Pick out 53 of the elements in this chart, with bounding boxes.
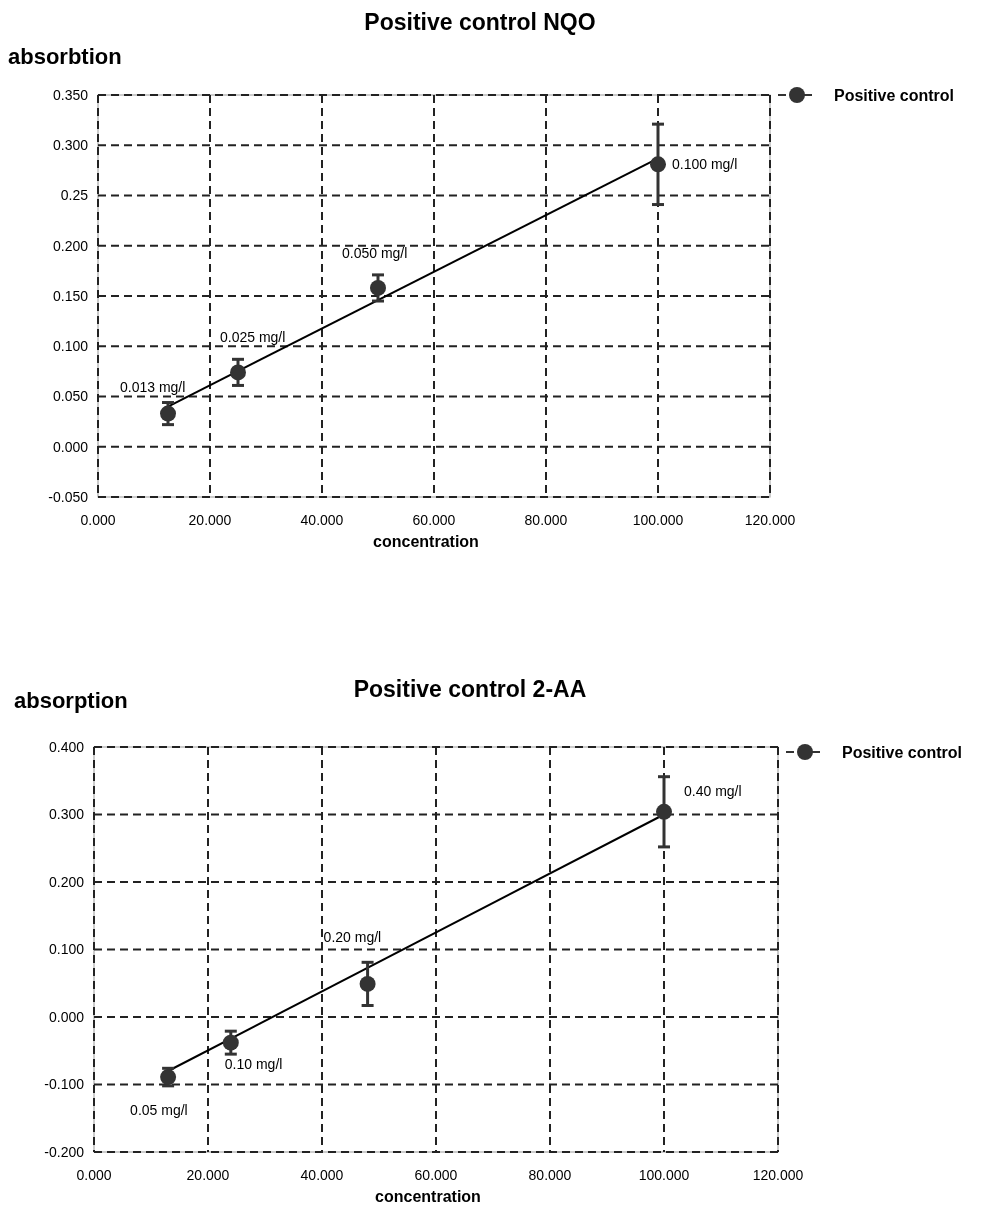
y-tick-label: 0.200 bbox=[52, 237, 89, 254]
legend-label: Positive control bbox=[842, 743, 963, 761]
annotation: 0.20 mg/l bbox=[323, 928, 382, 945]
x-tick-label: 100.000 bbox=[638, 1167, 690, 1183]
y-axis-title: absorbtion bbox=[8, 44, 122, 69]
chart-title: Positive control 2-AA bbox=[353, 676, 587, 702]
x-tick-label: 60.000 bbox=[412, 512, 456, 528]
y-tick-label: 0.100 bbox=[52, 338, 89, 355]
annotation: 0.40 mg/l bbox=[684, 782, 742, 799]
y-tick-label: 0.000 bbox=[48, 1008, 85, 1025]
annotation: 0.050 mg/l bbox=[342, 244, 408, 261]
point bbox=[160, 405, 176, 422]
x-axis-title: concentration bbox=[375, 1188, 481, 1205]
y-tick-label: -0.200 bbox=[44, 1143, 85, 1160]
y-tick-label: 0.300 bbox=[52, 137, 89, 154]
x-tick-label: 80.000 bbox=[524, 512, 568, 528]
point bbox=[370, 279, 386, 296]
x-tick-label: 0.000 bbox=[80, 512, 116, 528]
y-tick-label: 0.400 bbox=[48, 738, 85, 755]
y-axis-title: absorption bbox=[14, 688, 128, 713]
annotation: 0.025 mg/l bbox=[220, 329, 286, 346]
y-tick-label: 0.100 bbox=[48, 941, 85, 958]
point bbox=[222, 1034, 239, 1051]
x-tick-label: 80.000 bbox=[528, 1167, 572, 1183]
annotation: 0.05 mg/l bbox=[130, 1102, 188, 1119]
point bbox=[656, 803, 672, 820]
y-tick-label: 0.150 bbox=[52, 287, 89, 304]
point bbox=[359, 975, 376, 992]
x-tick-label: 40.000 bbox=[300, 1167, 344, 1183]
y-tick-label: 0.200 bbox=[48, 873, 85, 890]
x-tick-label: 0.000 bbox=[76, 1167, 112, 1183]
x-tick-label: 60.000 bbox=[414, 1167, 458, 1183]
y-tick-label: 0.000 bbox=[52, 438, 89, 455]
x-tick-label: 20.000 bbox=[188, 512, 232, 528]
annotation: 0.100 mg/l bbox=[672, 156, 738, 173]
y-tick-label: 0.050 bbox=[52, 388, 89, 405]
x-tick-label: 100.000 bbox=[632, 512, 684, 528]
annotation: 0.013 mg/l bbox=[120, 378, 186, 395]
x-axis-title: concentration bbox=[373, 533, 479, 550]
x-tick-label: 20.000 bbox=[186, 1167, 230, 1183]
x-tick-label: 40.000 bbox=[300, 512, 344, 528]
chart-title: Positive control NQO bbox=[364, 9, 596, 35]
y-tick-label: 0.300 bbox=[48, 806, 85, 823]
y-tick-label: -0.100 bbox=[44, 1076, 85, 1093]
point bbox=[230, 364, 246, 381]
y-tick-label: 0.350 bbox=[52, 86, 89, 103]
legend-label: Positive control bbox=[834, 86, 955, 104]
x-tick-label: 120.000 bbox=[752, 1167, 804, 1183]
x-tick-label: 120.000 bbox=[744, 512, 796, 528]
y-tick-label: 0.25 bbox=[60, 187, 89, 204]
point bbox=[650, 156, 666, 173]
y-tick-label: -0.050 bbox=[48, 488, 89, 505]
annotation: 0.10 mg/l bbox=[224, 1055, 283, 1072]
